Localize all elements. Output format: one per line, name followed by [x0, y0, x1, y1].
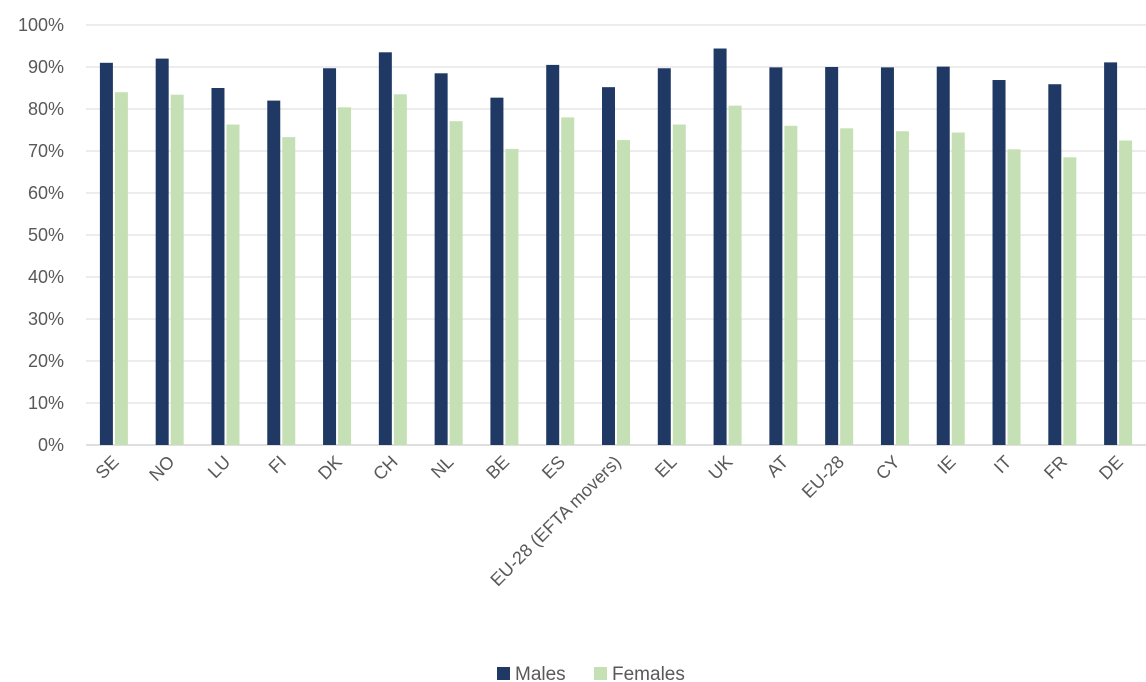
y-tick-label: 20% [28, 351, 64, 371]
x-tick-label: NO [145, 452, 178, 485]
gridlines [86, 24, 1146, 446]
y-tick-label: 90% [28, 57, 64, 77]
y-tick-label: 70% [28, 141, 64, 161]
bar-females-ie [951, 132, 965, 445]
bars [99, 48, 1133, 446]
y-tick-label: 30% [28, 309, 64, 329]
bar-females-be [505, 148, 519, 445]
bar-females-el [672, 124, 686, 445]
bar-females-uk [728, 105, 742, 445]
bar-females-fi [282, 137, 296, 445]
x-tick-label: NL [427, 452, 457, 482]
x-tick-label: CH [369, 452, 402, 485]
bar-males-fr [1048, 84, 1062, 445]
y-axis-tick-labels: 0% 10% 20% 30% 40% 50% 60% 70% 80% 90% 100% [18, 15, 64, 455]
x-tick-label: ES [538, 452, 569, 483]
x-tick-label: EL [651, 452, 681, 482]
x-tick-label: CY [872, 452, 904, 484]
bar-males-el [657, 68, 671, 445]
bar-females-at [784, 125, 798, 446]
bar-males-se [99, 62, 113, 446]
bar-females-lu [226, 124, 240, 445]
bar-females-it [1007, 149, 1021, 445]
x-tick-label: DK [314, 452, 346, 484]
legend-label-males: Males [515, 664, 566, 682]
bar-females-de [1119, 140, 1133, 445]
x-tick-label: DE [1095, 452, 1127, 484]
x-tick-label: IT [990, 452, 1015, 477]
bar-males-ie [936, 66, 950, 445]
bar-males-es [546, 64, 560, 446]
x-tick-label: UK [705, 452, 737, 484]
legend: Males Females [497, 664, 685, 682]
bar-females-se [114, 92, 128, 445]
bar-females-eu-28 [840, 128, 854, 445]
x-tick-label: IE [933, 452, 959, 478]
bar-males-uk [713, 48, 727, 446]
bar-males-nl [434, 73, 448, 446]
bar-males-no [155, 58, 169, 445]
bar-males-dk [323, 68, 337, 445]
bar-females-fr [1063, 157, 1077, 446]
bar-males-fi [267, 100, 281, 445]
bar-males-it [992, 80, 1006, 446]
y-tick-label: 0% [38, 435, 64, 455]
bar-females-dk [338, 107, 352, 445]
x-tick-label: FR [1040, 452, 1071, 483]
bar-females-no [170, 94, 184, 445]
x-tick-label: SE [92, 452, 123, 483]
x-tick-label: LU [204, 452, 234, 482]
bar-females-cy [895, 131, 909, 445]
bar-males-ch [378, 52, 392, 446]
bar-females-eu-28-efta-movers- [617, 140, 630, 445]
bar-males-de [1104, 62, 1118, 445]
bar-males-eu-28 [825, 67, 839, 445]
bar-males-cy [880, 67, 894, 446]
legend-label-females: Females [612, 664, 685, 682]
bar-males-lu [211, 88, 225, 445]
y-tick-label: 40% [28, 267, 64, 287]
legend-swatch-females [594, 667, 607, 680]
x-tick-label: FI [265, 452, 290, 477]
bar-females-es [561, 117, 575, 446]
y-tick-label: 60% [28, 183, 64, 203]
legend-swatch-males [497, 667, 510, 680]
bar-females-ch [393, 94, 407, 446]
bar-males-at [769, 67, 783, 446]
y-tick-label: 50% [28, 225, 64, 245]
x-tick-label: EU-28 [798, 452, 848, 502]
y-tick-label: 80% [28, 99, 64, 119]
bar-females-nl [449, 121, 463, 446]
y-tick-label: 10% [28, 393, 64, 413]
bar-males-be [490, 97, 504, 445]
y-tick-label: 100% [18, 15, 64, 35]
x-tick-label: AT [763, 452, 792, 481]
x-tick-label: BE [482, 452, 513, 483]
bar-males-eu-28-efta-movers- [602, 87, 615, 445]
